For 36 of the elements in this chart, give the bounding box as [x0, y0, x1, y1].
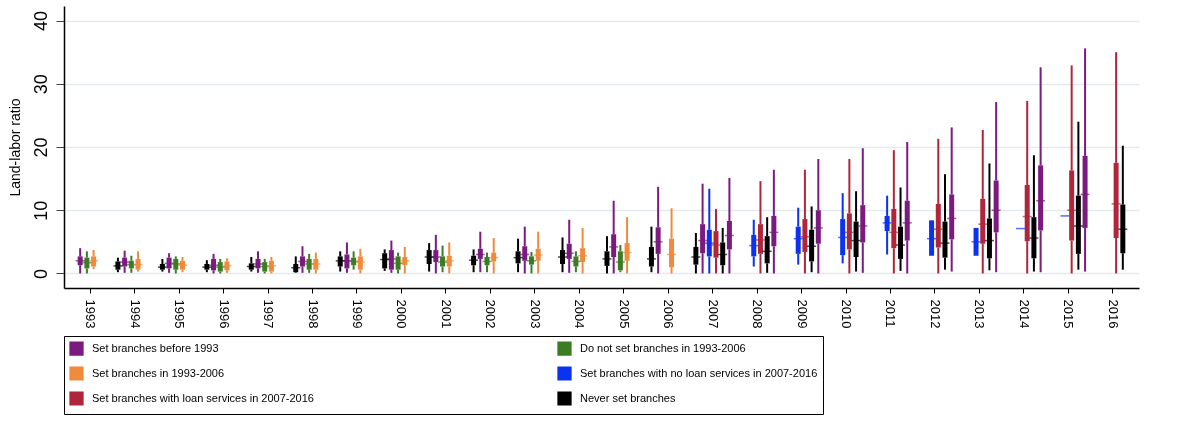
x-tick-label: 2006	[661, 299, 677, 329]
x-tick-label: 2010	[839, 299, 855, 329]
x-tick-label: 2002	[483, 299, 499, 329]
legend-label: Set branches in 1993-2006	[92, 366, 225, 379]
x-tick-label: 2001	[438, 299, 454, 329]
x-tick-label: 2013	[972, 299, 988, 329]
x-tick-label: 1993	[83, 299, 99, 329]
x-tick-label: 2007	[705, 299, 721, 329]
y-axis-title: Land-labor ratio	[6, 98, 23, 197]
x-tick-label: 2016	[1105, 299, 1121, 329]
x-tick-label: 1994	[127, 299, 143, 329]
x-tick-label: 2009	[794, 299, 810, 329]
y-tick-label: 0	[30, 268, 51, 279]
legend-label: Do not set branches in 1993-2006	[580, 341, 746, 354]
x-tick-label: 2012	[927, 299, 943, 329]
legend-label: Set branches before 1993	[92, 341, 219, 354]
x-tick-label: 1995	[172, 299, 188, 329]
legend-label: Set branches with no loan services in 2007-2016	[580, 366, 818, 379]
x-tick-label: 2000	[394, 299, 410, 329]
x-tick-label: 2008	[750, 299, 766, 329]
x-tick-label: 2014	[1016, 299, 1032, 329]
x-tick-label: 2004	[572, 299, 588, 329]
x-tick-label: 1998	[305, 299, 321, 329]
x-tick-label: 2011	[883, 299, 899, 328]
legend-label: Set branches with loan services in 2007-2016	[92, 391, 314, 404]
y-tick-label: 10	[30, 200, 51, 221]
x-tick-label: 1999	[349, 299, 365, 329]
legend-label: Never set branches	[580, 391, 676, 404]
x-tick-label: 2005	[616, 299, 632, 329]
y-tick-label: 20	[30, 137, 51, 158]
x-tick-label: 2003	[527, 299, 543, 329]
y-tick-label: 30	[30, 74, 51, 95]
y-tick-label: 40	[30, 11, 51, 32]
x-tick-label: 2015	[1061, 299, 1077, 329]
x-tick-label: 1997	[261, 299, 277, 329]
x-tick-label: 1996	[216, 299, 232, 329]
